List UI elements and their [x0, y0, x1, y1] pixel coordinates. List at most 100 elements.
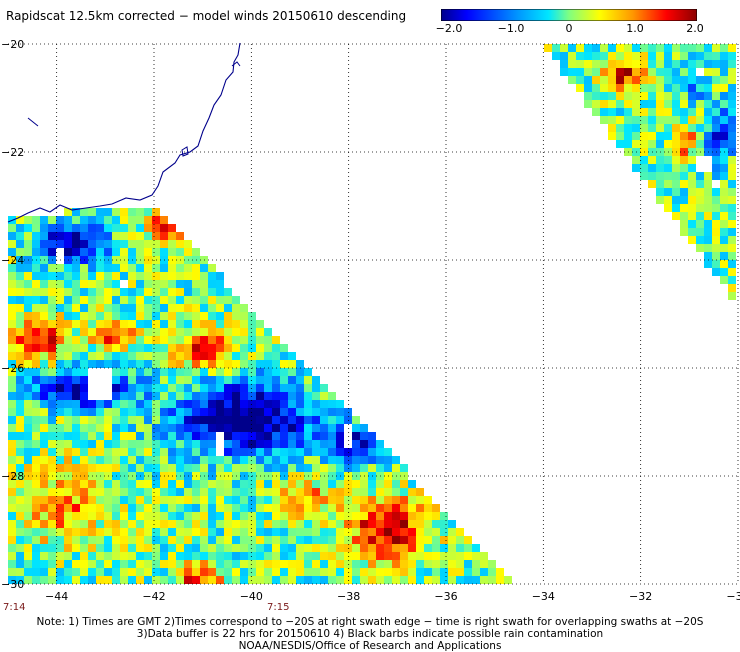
swath-cell: [32, 440, 40, 448]
swath-cell: [232, 440, 240, 448]
colorbar-labels: −2.0 −1.0 0 1.0 2.0: [436, 22, 704, 36]
swath-cell: [256, 400, 264, 408]
swath-cell: [64, 264, 72, 272]
swath-cell: [304, 576, 312, 584]
swath-cell: [336, 448, 344, 456]
swath-cell: [592, 44, 600, 52]
swath-cell: [656, 68, 664, 76]
swath-cell: [104, 528, 112, 536]
swath-cell: [272, 384, 280, 392]
swath-cell: [96, 440, 104, 448]
swath-cell: [248, 480, 256, 488]
swath-cell: [96, 360, 104, 368]
swath-cell: [384, 520, 392, 528]
swath-cell: [120, 272, 128, 280]
swath-cell: [672, 196, 680, 204]
swath-cell: [248, 512, 256, 520]
swath-cell: [136, 504, 144, 512]
footnote-line-1: Note: 1) Times are GMT 2)Times correspon…: [36, 616, 704, 628]
swath-cell: [208, 480, 216, 488]
swath-cell: [32, 448, 40, 456]
swath-cell: [88, 344, 96, 352]
swath-cell: [656, 132, 664, 140]
swath-cell: [608, 76, 616, 84]
swath-cell: [432, 576, 440, 584]
swath-cell: [32, 456, 40, 464]
swath-cell: [280, 408, 288, 416]
swath-cell: [200, 368, 208, 376]
swath-cell: [88, 512, 96, 520]
swath-cell: [248, 312, 256, 320]
swath-cell: [264, 496, 272, 504]
swath-cell: [168, 456, 176, 464]
swath-cell: [304, 488, 312, 496]
swath-cell: [480, 552, 488, 560]
swath-cell: [280, 440, 288, 448]
swath-cell: [352, 488, 360, 496]
swath-cell: [168, 344, 176, 352]
swath-cell: [72, 240, 80, 248]
swath-cell: [216, 360, 224, 368]
swath-cell: [192, 304, 200, 312]
swath-cell: [232, 496, 240, 504]
swath-cell: [216, 504, 224, 512]
swath-cell: [64, 368, 72, 376]
swath-cell: [408, 512, 416, 520]
swath-cell: [232, 296, 240, 304]
swath-cell: [24, 456, 32, 464]
swath-cell: [592, 52, 600, 60]
swath-cell: [712, 140, 720, 148]
swath-cell: [136, 544, 144, 552]
swath-cell: [264, 456, 272, 464]
swath-cell: [392, 528, 400, 536]
swath-cell: [168, 392, 176, 400]
swath-cell: [368, 480, 376, 488]
swath-cell: [144, 304, 152, 312]
swath-cell: [136, 552, 144, 560]
swath-cell: [432, 536, 440, 544]
swath-cell: [272, 512, 280, 520]
swath-cell: [128, 400, 136, 408]
swath-cell: [704, 228, 712, 236]
swath-cell: [48, 560, 56, 568]
swath-cell: [160, 376, 168, 384]
swath-cell: [16, 344, 24, 352]
swath-cell: [312, 376, 320, 384]
swath-cell: [8, 528, 16, 536]
swath-cell: [128, 240, 136, 248]
swath-cell: [136, 456, 144, 464]
swath-cell: [64, 232, 72, 240]
swath-cell: [96, 264, 104, 272]
swath-cell: [40, 520, 48, 528]
swath-cell: [384, 568, 392, 576]
swath-cell: [128, 512, 136, 520]
swath-cell: [128, 448, 136, 456]
swath-cell: [312, 544, 320, 552]
swath-cell: [336, 496, 344, 504]
swath-cell: [136, 328, 144, 336]
swath-cell: [160, 560, 168, 568]
swath-cell: [64, 464, 72, 472]
swath-cell: [144, 280, 152, 288]
swath-cell: [720, 220, 728, 228]
swath-cell: [240, 464, 248, 472]
swath-cell: [560, 60, 568, 68]
swath-cell: [72, 272, 80, 280]
swath-cell: [680, 108, 688, 116]
swath-cell: [680, 164, 688, 172]
swath-cell: [280, 536, 288, 544]
swath-cell: [128, 376, 136, 384]
swath-cell: [216, 424, 224, 432]
swath-cell: [728, 116, 736, 124]
swath-cell: [296, 576, 304, 584]
swath-cell: [72, 304, 80, 312]
swath-cell: [224, 536, 232, 544]
swath-cell: [64, 536, 72, 544]
swath-cell: [112, 384, 120, 392]
swath-cell: [104, 272, 112, 280]
swath-cell: [712, 68, 720, 76]
swath-cell: [640, 116, 648, 124]
swath-cell: [208, 336, 216, 344]
swath-cell: [88, 352, 96, 360]
swath-cell: [320, 432, 328, 440]
